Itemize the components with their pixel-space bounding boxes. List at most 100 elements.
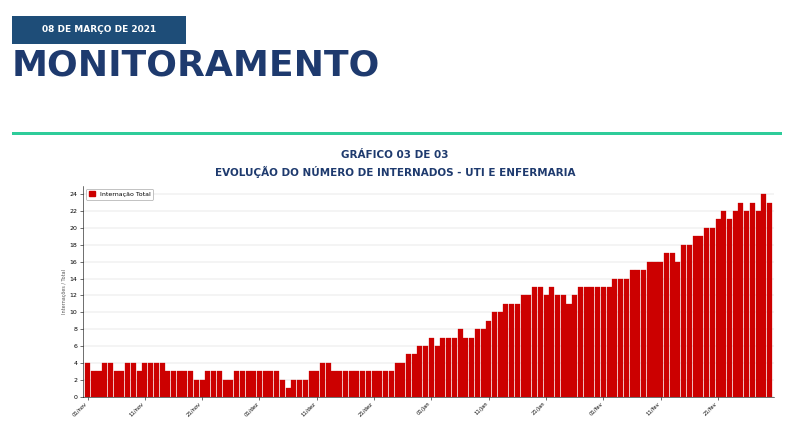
Bar xyxy=(412,354,417,397)
Bar xyxy=(647,262,652,397)
Bar xyxy=(457,329,463,397)
Bar xyxy=(417,346,423,397)
Bar xyxy=(618,279,623,397)
Bar xyxy=(510,304,514,397)
Bar xyxy=(114,371,118,397)
Bar xyxy=(131,363,136,397)
Bar xyxy=(635,270,641,397)
Bar xyxy=(292,380,296,397)
Bar xyxy=(234,371,239,397)
Bar xyxy=(549,287,555,397)
Bar xyxy=(91,371,96,397)
Bar xyxy=(314,371,319,397)
Bar xyxy=(343,371,348,397)
Bar xyxy=(584,287,589,397)
Bar xyxy=(572,295,577,397)
Bar xyxy=(681,245,687,397)
Bar xyxy=(750,203,755,397)
Bar xyxy=(383,371,388,397)
Bar xyxy=(177,371,182,397)
Bar xyxy=(154,363,159,397)
Bar xyxy=(693,236,698,397)
Bar xyxy=(263,371,268,397)
Bar xyxy=(492,312,497,397)
Bar xyxy=(429,338,434,397)
Bar xyxy=(280,380,285,397)
Bar xyxy=(601,287,606,397)
Bar xyxy=(486,321,491,397)
Bar xyxy=(532,287,537,397)
Bar xyxy=(205,371,210,397)
Bar xyxy=(744,211,749,397)
Bar xyxy=(85,363,90,397)
Bar xyxy=(538,287,543,397)
Bar xyxy=(755,211,761,397)
Bar xyxy=(142,363,148,397)
Bar xyxy=(727,219,732,397)
Bar xyxy=(698,236,703,397)
Bar xyxy=(515,304,520,397)
Bar xyxy=(435,346,440,397)
Bar xyxy=(475,329,480,397)
Bar xyxy=(137,371,141,397)
Bar xyxy=(624,279,629,397)
Text: 08 DE MARÇO DE 2021: 08 DE MARÇO DE 2021 xyxy=(42,25,156,35)
Bar xyxy=(664,253,669,397)
Bar xyxy=(251,371,256,397)
Bar xyxy=(108,363,113,397)
Bar xyxy=(503,304,509,397)
Bar xyxy=(257,371,262,397)
Bar xyxy=(480,329,486,397)
Bar xyxy=(337,371,342,397)
Bar xyxy=(200,380,205,397)
Bar xyxy=(687,245,692,397)
Bar xyxy=(269,371,273,397)
Bar xyxy=(309,371,314,397)
Bar xyxy=(595,287,600,397)
Bar xyxy=(223,380,228,397)
Bar xyxy=(423,346,428,397)
Bar xyxy=(303,380,308,397)
Bar xyxy=(653,262,657,397)
Bar xyxy=(526,295,532,397)
Bar xyxy=(739,203,743,397)
Bar xyxy=(452,338,457,397)
Bar xyxy=(555,295,560,397)
Bar xyxy=(762,194,766,397)
Bar xyxy=(286,388,291,397)
Bar xyxy=(463,338,468,397)
Bar xyxy=(246,371,250,397)
Bar xyxy=(348,371,354,397)
Bar xyxy=(211,371,216,397)
Bar xyxy=(102,363,107,397)
Bar xyxy=(371,371,377,397)
Text: GRÁFICO 03 DE 03: GRÁFICO 03 DE 03 xyxy=(341,150,449,160)
Bar xyxy=(378,371,382,397)
Bar xyxy=(469,338,474,397)
Legend: Internação Total: Internação Total xyxy=(86,189,153,200)
Bar xyxy=(182,371,187,397)
Bar xyxy=(658,262,664,397)
Bar xyxy=(228,380,233,397)
Bar xyxy=(274,371,279,397)
Bar xyxy=(589,287,594,397)
Text: MONITORAMENTO: MONITORAMENTO xyxy=(12,49,380,83)
Bar xyxy=(670,253,675,397)
Bar xyxy=(675,262,680,397)
Bar xyxy=(406,354,411,397)
Bar xyxy=(355,371,359,397)
Bar xyxy=(188,371,194,397)
Bar xyxy=(148,363,153,397)
Text: EVOLUÇÃO DO NÚMERO DE INTERNADOS - UTI E ENFERMARIA: EVOLUÇÃO DO NÚMERO DE INTERNADOS - UTI E… xyxy=(215,166,575,178)
Bar xyxy=(119,371,125,397)
Bar xyxy=(171,371,176,397)
Bar xyxy=(297,380,302,397)
Bar xyxy=(160,363,164,397)
Bar xyxy=(96,371,102,397)
Bar xyxy=(440,338,446,397)
Bar xyxy=(125,363,130,397)
Bar xyxy=(566,304,571,397)
Bar xyxy=(389,371,394,397)
Bar xyxy=(578,287,583,397)
Bar xyxy=(240,371,245,397)
